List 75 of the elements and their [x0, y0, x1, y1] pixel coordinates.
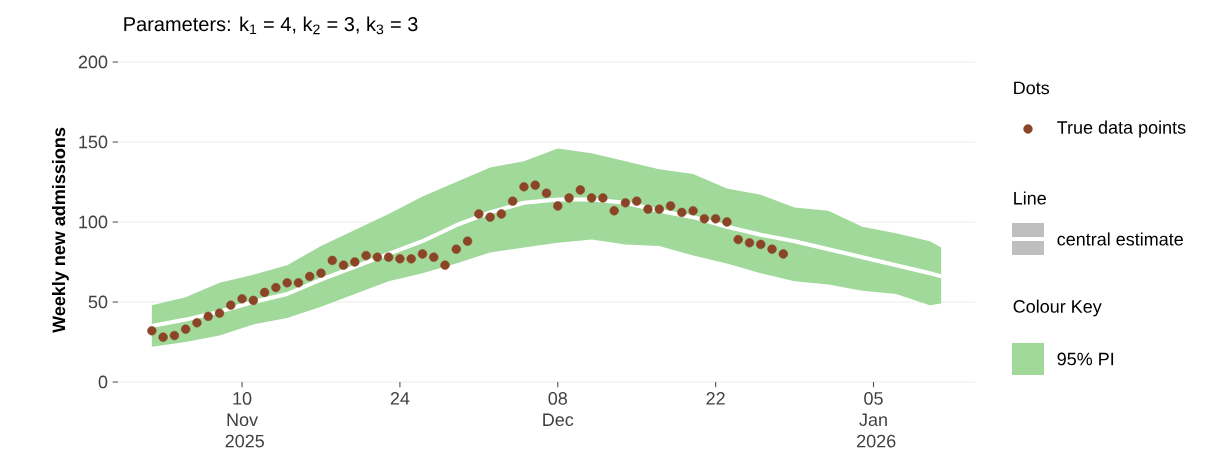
x-tick-label: 05 Jan 2026: [857, 392, 896, 448]
text: 95% PI: [1057, 352, 1114, 366]
point: [767, 244, 777, 254]
point: [553, 201, 563, 211]
y-tick-label: 150: [79, 135, 108, 149]
point: [474, 209, 484, 219]
point: [699, 214, 710, 224]
point: [665, 201, 676, 211]
point: [530, 180, 540, 190]
point: [744, 238, 755, 248]
point: [192, 318, 202, 328]
y-tick-label: 100: [79, 215, 108, 229]
point: [169, 330, 180, 341]
point: [643, 204, 653, 214]
point: [440, 260, 450, 270]
point: [688, 206, 698, 216]
point: [316, 268, 326, 278]
point: [598, 193, 608, 203]
point: [361, 250, 371, 261]
point: [158, 332, 168, 342]
point: [654, 204, 664, 214]
point: [327, 255, 337, 266]
point: [237, 294, 247, 304]
point: [710, 214, 721, 224]
point: [609, 206, 619, 216]
point: [462, 236, 473, 246]
point: [282, 278, 292, 288]
point: [305, 271, 315, 282]
point: [395, 254, 405, 264]
text: Colour Key: [1013, 299, 1102, 317]
x-tick-label: 22: [706, 392, 725, 405]
point: [677, 207, 687, 218]
point: [259, 287, 270, 298]
point: [451, 244, 461, 254]
point: [519, 182, 529, 192]
chart-title: Parameters: k$_{1}$ = 4, k$_{2}$ = 3, k$_{3}$ = 3: [124, 16, 418, 35]
legend-label: central estimate: [1057, 232, 1183, 246]
text: Line: [1014, 191, 1046, 205]
point: [338, 260, 349, 270]
point: [248, 295, 258, 306]
point: [722, 217, 732, 227]
point: [271, 282, 281, 293]
point: [417, 249, 428, 259]
point: [147, 326, 157, 336]
x-tick-label: 24: [390, 392, 410, 405]
point: [350, 257, 360, 267]
text: Dots: [1014, 81, 1050, 95]
point: [620, 198, 631, 208]
legend-label: True data points: [1057, 120, 1186, 138]
point: [181, 324, 191, 334]
point: [632, 196, 642, 206]
point: [508, 196, 518, 206]
point: [406, 254, 416, 264]
point: [372, 252, 383, 262]
x-tick-label: 10 Nov 2025: [225, 392, 264, 448]
y-tick-label: 200: [78, 55, 108, 69]
point: [383, 252, 394, 262]
point: [214, 308, 225, 318]
y-axis-title: Weekly new admissions: [52, 127, 69, 333]
point: [226, 300, 236, 310]
point: [564, 193, 574, 203]
point: [203, 311, 213, 322]
point: [733, 234, 743, 245]
point: [586, 193, 597, 203]
point: [496, 209, 507, 219]
point: [485, 212, 495, 222]
point: [293, 278, 304, 288]
point: [778, 249, 788, 259]
point: [541, 188, 552, 198]
point: [756, 239, 766, 250]
y-tick-label: 0: [98, 375, 108, 389]
point: [575, 185, 585, 195]
point: [429, 252, 439, 262]
x-tick-label: 08 Dec: [543, 392, 574, 427]
y-tick-label: 50: [88, 295, 108, 309]
